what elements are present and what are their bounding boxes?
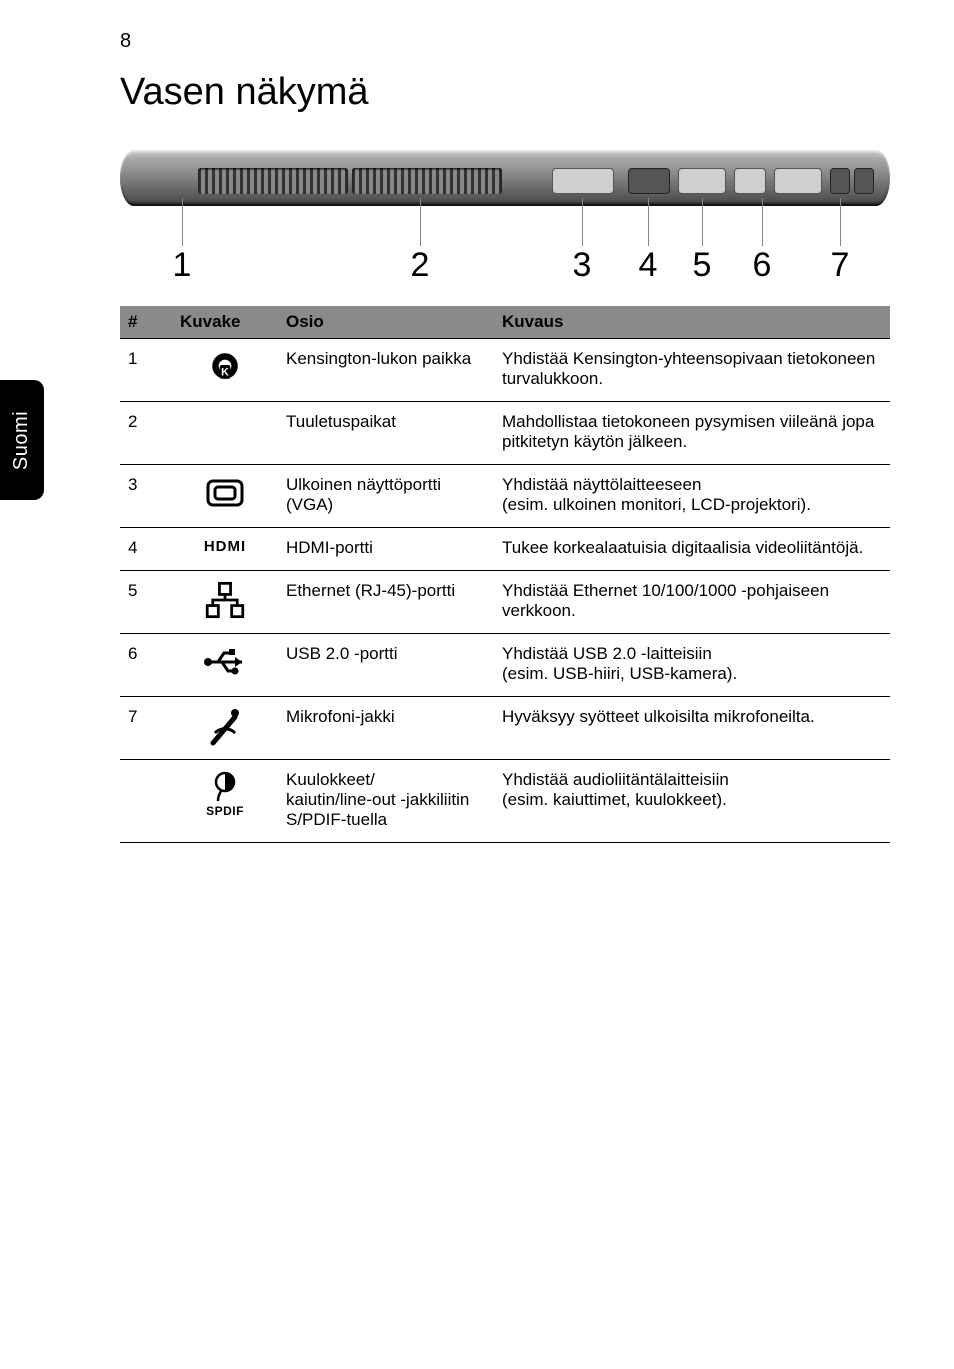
ethernet-icon [172, 571, 278, 634]
callout-number: 6 [753, 246, 772, 285]
row-part: Kuulokkeet/ kaiutin/line-out -jakkiliiti… [278, 760, 494, 843]
table-row: 6 USB 2.0 -porttiYhdistää USB 2.0 -laitte… [120, 634, 890, 697]
device-port [774, 168, 822, 194]
page-title: Vasen näkymä [120, 71, 894, 114]
table-row: 3 Ulkoinen näyttöportti (VGA)Yhdistää näy… [120, 465, 890, 528]
row-part: Ulkoinen näyttöportti (VGA) [278, 465, 494, 528]
row-description: Yhdistää Kensington-yhteensopivaan tieto… [494, 339, 890, 402]
callout-line [182, 198, 183, 246]
row-number: 6 [120, 634, 172, 697]
device-port [734, 168, 766, 194]
table-row: 1 Kensington-lukon paikkaYhdistää Kensing… [120, 339, 890, 402]
callout-number: 1 [173, 246, 192, 285]
row-number: 3 [120, 465, 172, 528]
table-row: 2 TuuletuspaikatMahdollistaa tietokoneen … [120, 402, 890, 465]
row-description: Yhdistää audioliitäntälaitteisiin (esim.… [494, 760, 890, 843]
header-desc: Kuvaus [494, 306, 890, 339]
usb-icon [172, 634, 278, 697]
row-number: 4 [120, 528, 172, 571]
callout-line [762, 198, 763, 246]
hdmi-icon: HDMI [172, 528, 278, 571]
device-port [678, 168, 726, 194]
row-number: 2 [120, 402, 172, 465]
hdmi-icon: HDMI [180, 538, 270, 555]
callout-number: 7 [831, 246, 850, 285]
header-num: # [120, 306, 172, 339]
table-row: SPDIF Kuulokkeet/ kaiutin/line-out -jakki… [120, 760, 890, 843]
header-icon: Kuvake [172, 306, 278, 339]
spec-table-header-row: # Kuvake Osio Kuvaus [120, 306, 890, 339]
device-port [552, 168, 614, 194]
row-number: 1 [120, 339, 172, 402]
row-part: USB 2.0 -portti [278, 634, 494, 697]
table-row: 4 HDMI HDMI-porttiTukee korkealaatuisia di… [120, 528, 890, 571]
row-description: Yhdistää näyttölaitteeseen (esim. ulkoin… [494, 465, 890, 528]
row-description: Yhdistää USB 2.0 -laitteisiin (esim. USB… [494, 634, 890, 697]
row-part: HDMI-portti [278, 528, 494, 571]
kensington-icon [172, 339, 278, 402]
callout-number: 4 [639, 246, 658, 285]
callout-number: 2 [411, 246, 430, 285]
row-number: 5 [120, 571, 172, 634]
callout-line [582, 198, 583, 246]
row-description: Mahdollistaa tietokoneen pysymisen viile… [494, 402, 890, 465]
page-number: 8 [120, 30, 894, 53]
vent [352, 168, 502, 194]
vga-icon [172, 465, 278, 528]
callout-line [420, 198, 421, 246]
row-description: Hyväksyy syötteet ulkoisilta mikrofoneil… [494, 697, 890, 760]
header-part: Osio [278, 306, 494, 339]
spdif-icon: SPDIF [172, 760, 278, 843]
device-diagram: 1 2 3 45 6 7 [120, 138, 890, 288]
diagram-callouts: 1 2 3 45 6 7 [120, 218, 890, 288]
row-part: Mikrofoni-jakki [278, 697, 494, 760]
language-side-tab-label: Suomi [11, 410, 34, 469]
table-row: 7 Mikrofoni-jakkiHyväksyy syötteet ulkois… [120, 697, 890, 760]
spdif-label: SPDIF [180, 804, 270, 818]
page: Suomi 8 Vasen näkymä 1234567 # Kuvake Os… [0, 0, 954, 1369]
callout-line [702, 198, 703, 246]
row-description: Tukee korkealaatuisia digitaalisia video… [494, 528, 890, 571]
device-port [854, 168, 874, 194]
no-icon [172, 402, 278, 465]
callout-line [840, 198, 841, 246]
callout-number: 3 [573, 246, 592, 285]
vent [198, 168, 348, 194]
row-part: Tuuletuspaikat [278, 402, 494, 465]
mic-icon [172, 697, 278, 760]
device-body-container [120, 138, 890, 218]
callout-line [648, 198, 649, 246]
spec-table: # Kuvake Osio Kuvaus 1 Kensington-lukon p… [120, 306, 890, 843]
language-side-tab: Suomi [0, 380, 44, 500]
device-port [830, 168, 850, 194]
table-row: 5 Ethernet (RJ-45)-porttiYhdistää Etherne… [120, 571, 890, 634]
row-number [120, 760, 172, 843]
row-part: Kensington-lukon paikka [278, 339, 494, 402]
device-port [628, 168, 670, 194]
callout-number: 5 [693, 246, 712, 285]
row-number: 7 [120, 697, 172, 760]
row-description: Yhdistää Ethernet 10/100/1000 -pohjaisee… [494, 571, 890, 634]
row-part: Ethernet (RJ-45)-portti [278, 571, 494, 634]
